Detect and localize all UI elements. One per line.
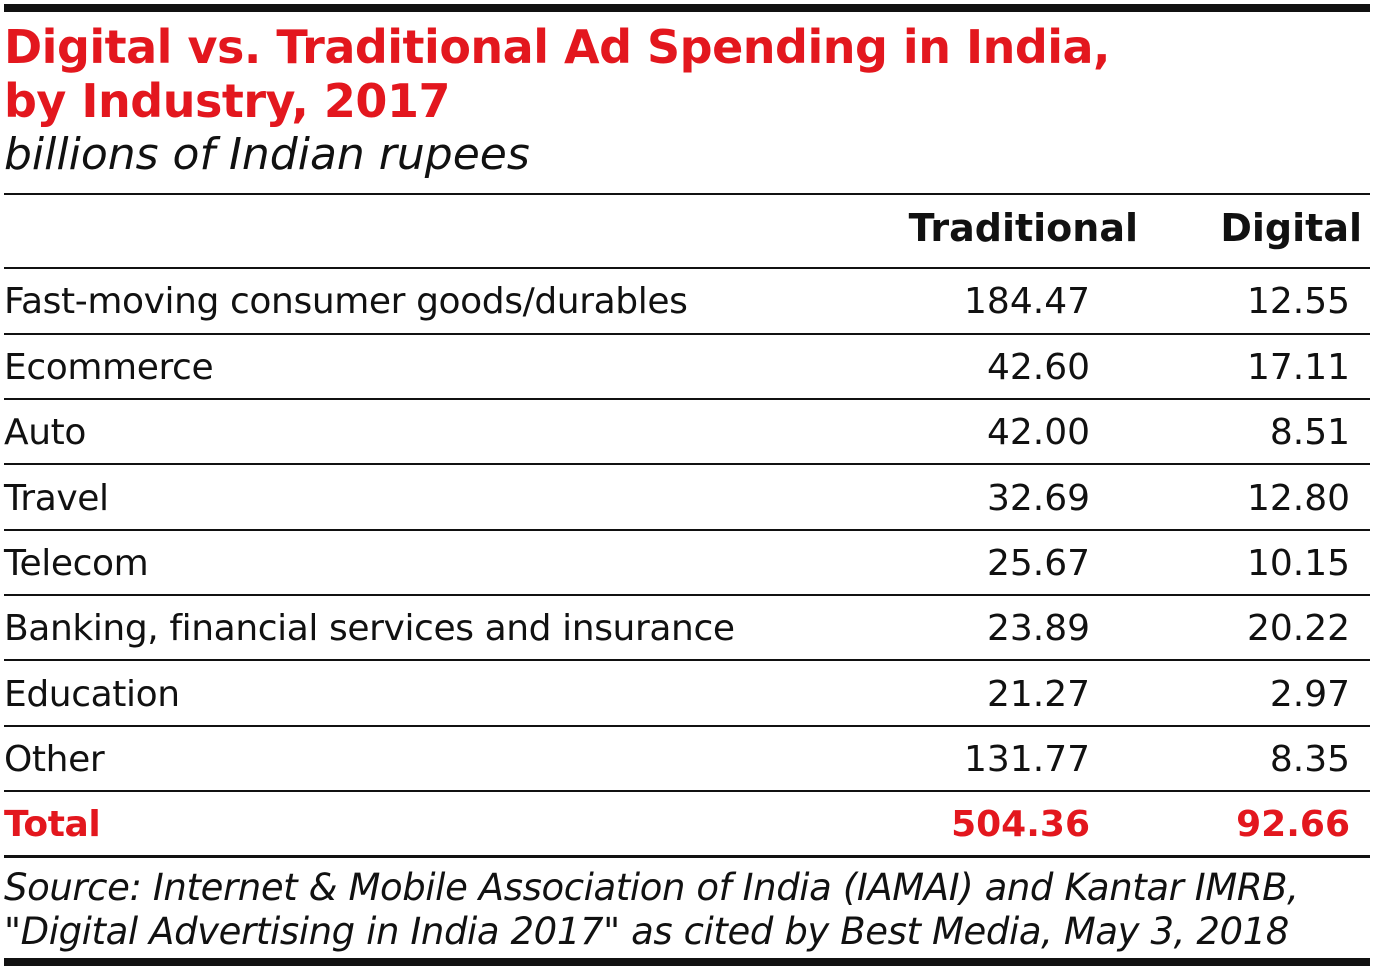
row-label: Travel [4,478,109,519]
total-digital-value: 92.66 [1236,804,1350,845]
column-header-digital: Digital [1220,206,1362,250]
digital-value: 8.35 [1269,739,1350,780]
total-label: Total [4,804,101,845]
digital-value: 20.22 [1246,608,1350,649]
table-top-rule [4,193,1370,195]
row-label: Auto [4,412,86,453]
chart-title: Digital vs. Traditional Ad Spending in I… [4,20,1304,128]
traditional-value: 25.67 [986,543,1090,584]
row-divider [4,463,1370,465]
row-label: Ecommerce [4,347,214,388]
digital-value: 2.97 [1269,674,1350,715]
row-label: Education [4,674,180,715]
top-rule [4,4,1370,12]
table-row: Travel 32.69 12.80 [4,467,1370,531]
chart-title-line-2: by Industry, 2017 [4,74,450,128]
traditional-value: 32.69 [986,478,1090,519]
digital-value: 8.51 [1269,412,1350,453]
traditional-value: 23.89 [986,608,1090,649]
row-label: Other [4,739,105,780]
chart-subtitle: billions of Indian rupees [4,129,530,180]
row-label: Telecom [4,543,149,584]
column-header-traditional: Traditional [908,206,1138,250]
row-divider [4,725,1370,727]
row-divider [4,398,1370,400]
row-divider [4,594,1370,596]
table-row: Banking, financial services and insuranc… [4,597,1370,661]
chart-title-line-1: Digital vs. Traditional Ad Spending in I… [4,20,1111,74]
table-row: Other 131.77 8.35 [4,728,1370,792]
header-divider [4,267,1370,269]
traditional-value: 184.47 [964,281,1090,322]
row-label: Banking, financial services and insuranc… [4,608,735,649]
table-row: Fast-moving consumer goods/durables 184.… [4,270,1370,334]
total-traditional-value: 504.36 [951,804,1090,845]
table-row: Auto 42.00 8.51 [4,401,1370,465]
digital-value: 17.11 [1246,347,1350,388]
digital-value: 12.80 [1246,478,1350,519]
traditional-value: 42.60 [986,347,1090,388]
table-row: Ecommerce 42.60 17.11 [4,336,1370,400]
table-row: Telecom 25.67 10.15 [4,532,1370,596]
source-line-2: "Digital Advertising in India 2017" as c… [4,910,1289,953]
table-bottom-rule [4,855,1370,858]
row-label: Fast-moving consumer goods/durables [4,281,688,322]
row-divider [4,659,1370,661]
traditional-value: 131.77 [964,739,1090,780]
digital-value: 12.55 [1246,281,1350,322]
source-note: Source: Internet & Mobile Association of… [4,866,1370,954]
source-line-1: Source: Internet & Mobile Association of… [4,866,1299,909]
traditional-value: 42.00 [986,412,1090,453]
traditional-value: 21.27 [986,674,1090,715]
row-divider [4,333,1370,335]
total-row: Total 504.36 92.66 [4,793,1370,857]
row-divider [4,529,1370,531]
table-row: Education 21.27 2.97 [4,663,1370,727]
row-divider [4,790,1370,792]
digital-value: 10.15 [1246,543,1350,584]
bottom-rule [4,958,1370,966]
